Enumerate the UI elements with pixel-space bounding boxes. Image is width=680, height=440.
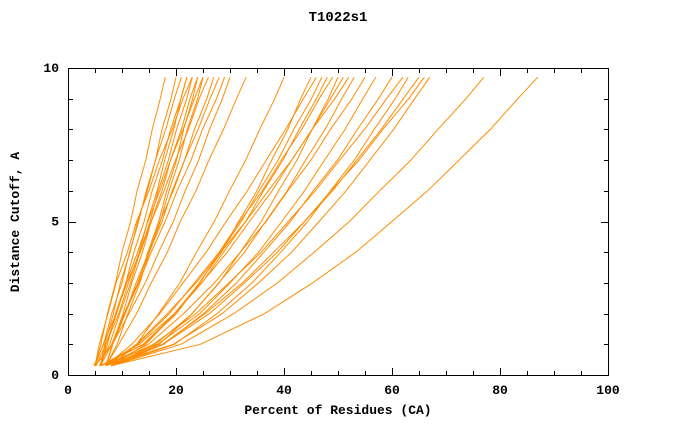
series-line <box>100 76 344 367</box>
series-line <box>111 76 425 367</box>
series-line <box>105 76 366 367</box>
series-line <box>93 77 177 367</box>
series-line <box>105 76 350 367</box>
series-line <box>105 76 431 367</box>
series-line <box>98 77 193 367</box>
series-line <box>99 77 226 367</box>
x-tick-label: 60 <box>384 383 400 398</box>
series-line <box>94 77 231 367</box>
series-line <box>99 77 182 366</box>
plot-area: 0 20 40 60 80 100 0 5 10 <box>43 61 620 398</box>
series-line <box>94 77 193 366</box>
series-line <box>111 76 539 367</box>
series-line <box>101 77 204 366</box>
series-line <box>105 77 220 366</box>
y-tick-label: 5 <box>51 215 59 230</box>
series-line <box>94 77 209 366</box>
series-line <box>100 76 377 367</box>
x-tick-label: 80 <box>492 383 508 398</box>
y-tick-label: 10 <box>43 61 59 76</box>
plot-border <box>68 68 609 376</box>
series-group <box>93 76 539 367</box>
series-line <box>111 76 485 367</box>
series-line <box>105 76 334 367</box>
series-line <box>111 76 409 367</box>
series-line <box>105 76 317 367</box>
x-tick-label: 20 <box>168 383 184 398</box>
x-tick-label: 40 <box>276 383 292 398</box>
series-line <box>110 77 285 367</box>
series-line <box>105 76 404 367</box>
x-tick-label: 0 <box>64 383 72 398</box>
y-axis-label: Distance Cutoff, A <box>8 152 23 293</box>
chart-title: T1022s1 <box>309 10 368 26</box>
series-line <box>105 76 247 367</box>
x-tick-label: 100 <box>596 383 620 398</box>
y-tick-label: 0 <box>51 368 59 383</box>
x-axis-label: Percent of Residues (CA) <box>244 403 431 418</box>
